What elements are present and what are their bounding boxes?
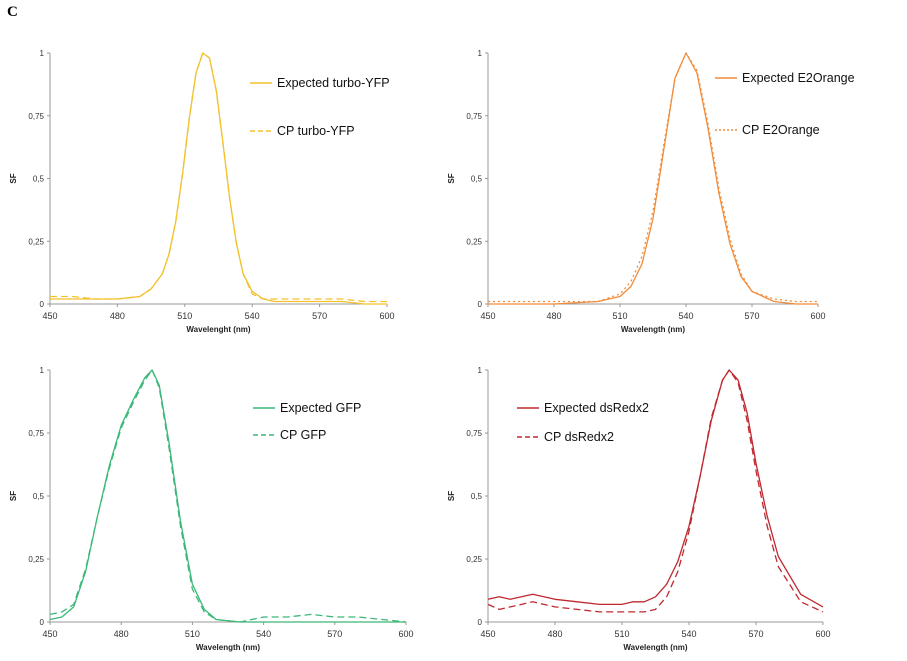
legend-label-1: Expected turbo-YFP [277, 76, 390, 90]
panel-label: C [7, 4, 18, 20]
series-line-1 [488, 52, 818, 305]
x-tick-label: 480 [546, 311, 561, 321]
x-tick-label: 600 [815, 629, 830, 639]
legend-label-1: Expected E2Orange [742, 71, 855, 85]
y-tick-label: 1 [478, 366, 483, 375]
x-axis-title: Wavelenght (nm) [186, 325, 250, 334]
y-tick-label: 0,25 [466, 237, 482, 246]
y-tick-label: 0,5 [33, 492, 45, 501]
legend-label-2: CP dsRedx2 [544, 430, 614, 444]
x-tick-label: 510 [185, 629, 200, 639]
y-tick-label: 0,25 [466, 555, 482, 564]
legend-label-1: Expected GFP [280, 401, 361, 415]
y-tick-label: 1 [40, 49, 45, 58]
y-tick-label: 0,25 [28, 555, 44, 564]
y-axis-title: SF [9, 491, 18, 501]
y-tick-label: 0 [40, 300, 45, 309]
y-tick-label: 0,75 [28, 429, 44, 438]
x-tick-label: 570 [327, 629, 342, 639]
y-tick-label: 1 [478, 49, 483, 58]
y-tick-label: 0,5 [471, 175, 483, 184]
x-tick-label: 480 [110, 311, 125, 321]
x-tick-label: 540 [681, 629, 696, 639]
x-tick-label: 510 [614, 629, 629, 639]
chart-panel-4: 450 480 510 540 570 600 0 0,25 0,5 0,75 1 Wavelengt… [447, 366, 831, 652]
y-tick-label: 0,75 [466, 112, 482, 121]
x-axis-title: Wavelength (nm) [196, 643, 260, 652]
x-tick-label: 570 [744, 311, 759, 321]
x-tick-label: 570 [312, 311, 327, 321]
x-tick-label: 480 [114, 629, 129, 639]
y-tick-label: 0,75 [466, 429, 482, 438]
series-line-1 [487, 369, 824, 608]
x-tick-label: 540 [678, 311, 693, 321]
legend-label-2: CP E2Orange [742, 123, 820, 137]
x-tick-label: 600 [398, 629, 413, 639]
chart-panel-2: 450 480 510 540 570 600 0 0,25 0,5 0,75 1 Wavelengt… [447, 49, 855, 334]
x-axis-title: Wavelength (nm) [621, 325, 685, 334]
series-line-2 [487, 369, 824, 613]
legend-label-2: CP turbo-YFP [277, 124, 355, 138]
legend-label-1: Expected dsRedx2 [544, 401, 649, 415]
x-tick-label: 450 [480, 311, 495, 321]
y-tick-label: 0 [40, 618, 45, 627]
x-tick-label: 510 [177, 311, 192, 321]
x-axis-title: Wavelength (nm) [623, 643, 687, 652]
y-tick-label: 0 [478, 300, 483, 309]
series-line-2 [50, 52, 387, 303]
x-tick-label: 600 [379, 311, 394, 321]
x-tick-label: 450 [42, 311, 57, 321]
x-tick-label: 600 [810, 311, 825, 321]
x-tick-label: 570 [748, 629, 763, 639]
y-tick-label: 0,75 [28, 112, 44, 121]
legend-label-2: CP GFP [280, 428, 326, 442]
x-tick-label: 480 [547, 629, 562, 639]
series-line-1 [50, 52, 387, 305]
y-axis-title: SF [9, 173, 18, 183]
x-tick-label: 510 [612, 311, 627, 321]
y-tick-label: 0 [478, 618, 483, 627]
y-axis-title: SF [447, 491, 456, 501]
y-tick-label: 1 [40, 366, 45, 375]
x-tick-label: 540 [256, 629, 271, 639]
x-tick-label: 450 [480, 629, 495, 639]
y-tick-label: 0,5 [33, 175, 45, 184]
series-line-2 [488, 52, 818, 303]
x-tick-label: 540 [245, 311, 260, 321]
chart-panel-3: 450 480 510 540 570 600 0 0,25 0,5 0,75 1 Wavelengt… [9, 366, 414, 652]
x-tick-label: 450 [42, 629, 57, 639]
y-axis-title: SF [447, 173, 456, 183]
y-tick-label: 0,25 [28, 237, 44, 246]
y-tick-label: 0,5 [471, 492, 483, 501]
chart-panel-1: 450 480 510 540 570 600 0 0,25 0,5 0,75 1 Wavelengh… [9, 49, 395, 334]
